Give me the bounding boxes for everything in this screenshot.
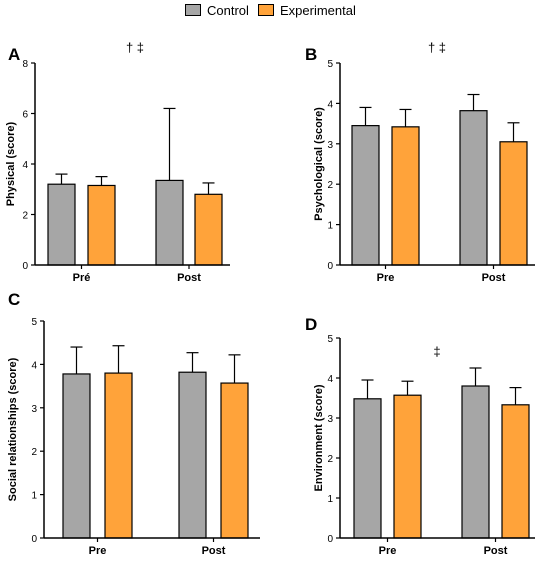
y-tick-label: 5 bbox=[327, 334, 333, 345]
bar-control-pre bbox=[353, 398, 382, 539]
y-tick-label: 4 bbox=[327, 374, 333, 385]
y-tick-label: 6 bbox=[22, 110, 28, 121]
bar-control-pre bbox=[62, 373, 91, 539]
x-tick-label: Post bbox=[482, 272, 506, 284]
y-tick-label: 0 bbox=[22, 261, 28, 272]
significance-annotation: ‡ bbox=[433, 344, 440, 359]
bar-experimental-post bbox=[194, 193, 223, 266]
y-tick-label: 2 bbox=[31, 447, 37, 458]
bar-experimental-pré bbox=[87, 184, 116, 266]
panel-letter: A bbox=[8, 45, 20, 64]
y-tick-label: 1 bbox=[31, 491, 37, 502]
y-tick-label: 3 bbox=[327, 414, 333, 425]
y-tick-label: 2 bbox=[22, 211, 28, 222]
panel-letter: C bbox=[8, 290, 20, 309]
y-tick-label: 2 bbox=[327, 454, 333, 465]
y-axis-label: Psychological (score) bbox=[313, 107, 325, 221]
y-tick-label: 1 bbox=[327, 221, 333, 232]
y-tick-label: 5 bbox=[327, 59, 333, 70]
legend-swatch-experimental bbox=[258, 4, 274, 16]
legend: Control Experimental bbox=[0, 2, 550, 20]
x-tick-label: Post bbox=[484, 545, 508, 557]
y-tick-label: 3 bbox=[31, 404, 37, 415]
bar-experimental-pre bbox=[393, 394, 422, 539]
bar-experimental-post bbox=[501, 404, 530, 539]
bar-control-pré bbox=[47, 183, 76, 266]
bar-experimental-post bbox=[499, 141, 528, 266]
bar-experimental-pre bbox=[104, 372, 133, 539]
bar-experimental-post bbox=[220, 382, 249, 539]
significance-annotation: † ‡ bbox=[428, 40, 446, 55]
bar-control-post bbox=[461, 385, 490, 539]
bar-control-post bbox=[155, 179, 184, 266]
legend-item-control: Control bbox=[185, 2, 249, 18]
x-tick-label: Pre bbox=[89, 545, 107, 557]
x-tick-label: Pre bbox=[379, 545, 397, 557]
y-tick-label: 1 bbox=[327, 494, 333, 505]
bar-control-post bbox=[178, 371, 207, 539]
y-tick-label: 4 bbox=[22, 160, 28, 171]
y-tick-label: 8 bbox=[22, 59, 28, 70]
bar-control-pre bbox=[351, 125, 380, 266]
panel-letter: B bbox=[305, 45, 317, 64]
y-tick-label: 5 bbox=[31, 317, 37, 328]
x-tick-label: Pré bbox=[73, 272, 91, 284]
x-tick-label: Pre bbox=[377, 272, 395, 284]
y-tick-label: 0 bbox=[327, 261, 333, 272]
y-tick-label: 0 bbox=[327, 534, 333, 545]
x-tick-label: Post bbox=[202, 545, 226, 557]
y-tick-label: 4 bbox=[31, 360, 37, 371]
y-axis-label: Social relationships (score) bbox=[7, 357, 19, 501]
legend-label-control: Control bbox=[207, 2, 249, 18]
bar-experimental-pre bbox=[391, 126, 420, 266]
y-tick-label: 4 bbox=[327, 99, 333, 110]
y-axis-label: Physical (score) bbox=[5, 121, 17, 206]
significance-annotation: † ‡ bbox=[126, 40, 144, 55]
y-tick-label: 3 bbox=[327, 140, 333, 151]
bar-control-post bbox=[459, 110, 488, 266]
y-tick-label: 0 bbox=[31, 534, 37, 545]
legend-label-experimental: Experimental bbox=[280, 2, 356, 18]
y-axis-label: Environment (score) bbox=[313, 384, 325, 491]
x-tick-label: Post bbox=[177, 272, 201, 284]
legend-swatch-control bbox=[185, 4, 201, 16]
y-tick-label: 2 bbox=[327, 180, 333, 191]
panel-letter: D bbox=[305, 315, 317, 334]
legend-item-experimental: Experimental bbox=[258, 2, 356, 18]
